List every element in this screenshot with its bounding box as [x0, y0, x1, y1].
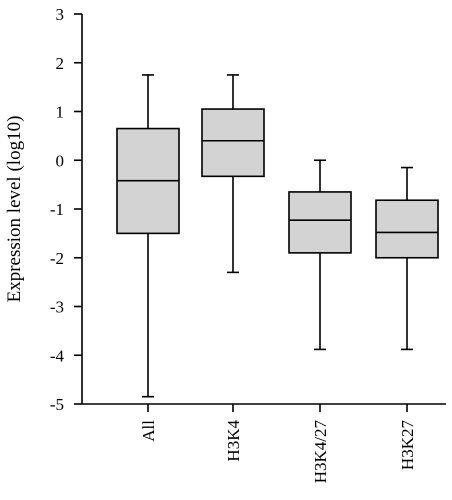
- y-axis-title: Expression level (log10): [4, 116, 25, 303]
- iqr-box: [288, 191, 352, 254]
- y-tick-label: -2: [50, 249, 64, 268]
- x-axis: All H3K4 H3K4/27 H3K27: [82, 403, 446, 484]
- iqr-box: [375, 199, 439, 259]
- box-series: [116, 74, 439, 398]
- y-tick-label: -4: [50, 346, 65, 365]
- x-tick-label: H3K4: [224, 420, 243, 462]
- y-tick-label: -1: [50, 200, 64, 219]
- y-tick-label: 2: [56, 54, 65, 73]
- x-tick-label: All: [139, 420, 158, 442]
- x-tick-label: H3K4/27: [311, 420, 330, 484]
- x-tick-label: H3K27: [398, 420, 417, 471]
- y-tick-label: -5: [50, 395, 64, 414]
- box-h3k4: [201, 74, 265, 274]
- y-tick-label: 0: [56, 151, 65, 170]
- box-all: [116, 74, 180, 398]
- y-tick-label: -3: [50, 298, 64, 317]
- iqr-box: [201, 108, 265, 178]
- y-tick-label: 1: [56, 103, 65, 122]
- y-tick-label: 3: [56, 5, 65, 24]
- y-axis: 3 2 1 0 -1 -2 -3 -4 -5: [50, 5, 83, 414]
- box-h3k27: [375, 166, 439, 351]
- box-h3k4-27: [288, 159, 352, 351]
